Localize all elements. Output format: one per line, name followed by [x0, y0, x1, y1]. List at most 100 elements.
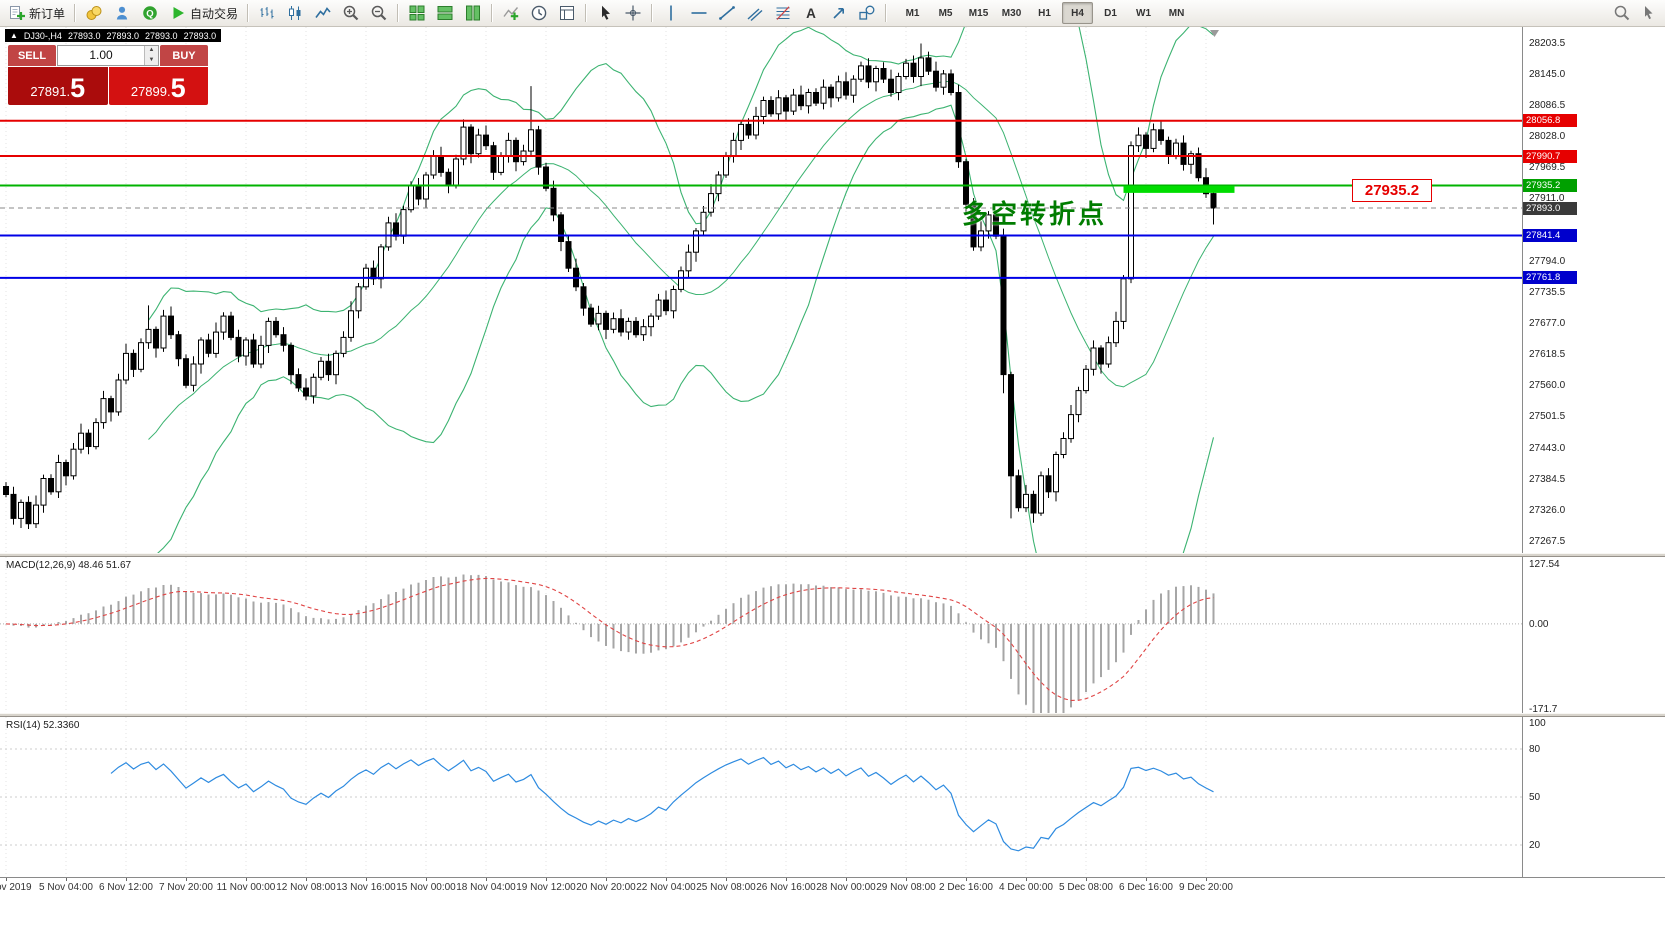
community-button[interactable]: Q	[137, 1, 163, 25]
sell-button[interactable]: SELL	[8, 45, 56, 66]
price-scale-label: 27911.0	[1529, 193, 1565, 205]
candlestick-icon	[289, 6, 301, 20]
time-axis-label: 18 Nov 04:00	[456, 882, 516, 893]
tile-horizontal-icon	[437, 6, 453, 20]
toolbar-separator	[491, 4, 494, 22]
time-axis-label: 3 Nov 2019	[0, 882, 32, 893]
time-axis-tick	[246, 878, 247, 881]
text-button[interactable]: A	[798, 1, 824, 25]
svg-text:Q: Q	[146, 8, 153, 19]
search-button[interactable]	[1609, 1, 1635, 25]
time-axis-tick	[186, 878, 187, 881]
collapse-quote-panel-button[interactable]: ▲	[10, 31, 18, 40]
profile-button[interactable]	[109, 1, 135, 25]
time-axis-tick	[786, 878, 787, 881]
chart-shift-marker[interactable]	[1210, 30, 1219, 37]
price-tag-27935.2: 27935.2	[1523, 179, 1577, 192]
trendline-button[interactable]	[714, 1, 740, 25]
equidistant-channel-button[interactable]	[742, 1, 768, 25]
timeframe-m30[interactable]: M30	[1001, 7, 1022, 19]
one-click-trading-panel: SELL 1.00 ▲ ▼ BUY 27891. 5 27899. 5	[8, 45, 208, 105]
bar-chart-button[interactable]	[254, 1, 280, 25]
price-tag-27841.4: 27841.4	[1523, 229, 1577, 242]
periods-icon	[531, 5, 547, 21]
toolbar-separator	[74, 4, 77, 22]
arrow-icon	[833, 8, 845, 19]
fibonacci-button[interactable]	[770, 1, 796, 25]
time-axis[interactable]: 3 Nov 2019 5 Nov 04:00 6 Nov 12:00 7 Nov 20…	[0, 877, 1665, 898]
price-scale-label: 27794.0	[1529, 255, 1566, 267]
horizontal-line-button[interactable]	[686, 1, 712, 25]
volume-up-button[interactable]: ▲	[145, 46, 158, 56]
price-label-object[interactable]: 27935.2	[1352, 179, 1432, 202]
price-scale-label: 28086.5	[1529, 99, 1566, 111]
time-axis-label: 22 Nov 04:00	[636, 882, 696, 893]
sell-price-small: 27891.	[30, 84, 71, 99]
chart-annotation-text[interactable]: 多空转折点	[962, 199, 1108, 229]
time-axis-label: 6 Dec 16:00	[1119, 882, 1173, 893]
volume-input[interactable]: 1.00 ▲ ▼	[57, 45, 159, 66]
price-scale[interactable]: 28203.5 28145.0 28086.5 28028.0 27969.5 27911…	[1523, 27, 1665, 877]
price-scale-label: 28203.5	[1529, 37, 1566, 49]
timeframe-d1[interactable]: D1	[1104, 7, 1117, 19]
price-tag-27761.8: 27761.8	[1523, 271, 1577, 285]
buy-button[interactable]: BUY	[160, 45, 208, 66]
zoom-in-button[interactable]	[338, 1, 364, 25]
macd-pane-canvas[interactable]	[0, 557, 1522, 713]
templates-button[interactable]	[554, 1, 580, 25]
toolbar: 新订单 Q 自动交易 A M1 M5 M15 M30 H1 H4 D1 W1 MN	[0, 0, 1665, 27]
timeframe-m1[interactable]: M1	[905, 7, 920, 19]
tile-horizontal-button[interactable]	[432, 1, 458, 25]
sell-price-button[interactable]: 27891. 5	[8, 67, 108, 105]
price-tag-27990.7: 27990.7	[1523, 149, 1577, 163]
timeframe-mn[interactable]: MN	[1168, 7, 1185, 19]
bar-high-value: 27893.0	[106, 30, 140, 41]
cursor-button[interactable]	[592, 1, 618, 25]
autotrading-label: 自动交易	[190, 6, 239, 21]
toolbar-separator	[397, 4, 400, 22]
line-chart-icon	[315, 7, 331, 18]
timeframe-h4[interactable]: H4	[1062, 2, 1094, 24]
time-axis-label: 6 Nov 12:00	[99, 882, 153, 893]
time-axis-tick	[1146, 878, 1147, 881]
time-axis-tick	[306, 878, 307, 881]
main-chart-canvas[interactable]	[0, 27, 1522, 553]
pane-separator[interactable]	[0, 713, 1665, 717]
grid-lines	[5, 27, 1207, 553]
macd-signal-line	[5, 577, 1214, 701]
timeframe-m5[interactable]: M5	[938, 7, 953, 19]
shapes-button[interactable]	[854, 1, 880, 25]
pointer-button[interactable]	[1635, 1, 1661, 25]
coins-button[interactable]	[81, 1, 107, 25]
new-order-button[interactable]: 新订单	[4, 1, 69, 25]
buy-price-button[interactable]: 27899. 5	[108, 67, 208, 105]
pane-separator[interactable]	[0, 553, 1665, 557]
price-scale-label: 27677.0	[1529, 318, 1566, 329]
rsi-pane-canvas[interactable]	[0, 717, 1522, 877]
price-scale-label: 27735.5	[1529, 286, 1566, 298]
time-axis-label: 13 Nov 16:00	[336, 882, 396, 893]
timeframe-w1[interactable]: W1	[1136, 7, 1152, 19]
time-axis-tick	[726, 878, 727, 881]
candlestick-button[interactable]	[282, 1, 308, 25]
price-scale-label: 28145.0	[1529, 68, 1566, 80]
tile-windows-button[interactable]	[404, 1, 430, 25]
time-axis-label: 7 Nov 20:00	[159, 882, 213, 893]
line-chart-button[interactable]	[310, 1, 336, 25]
horizontal-line-icon	[691, 12, 707, 14]
zoom-out-button[interactable]	[366, 1, 392, 25]
trendline-icon	[719, 6, 735, 20]
toolbar-separator	[247, 4, 250, 22]
arrow-button[interactable]	[826, 1, 852, 25]
tile-vertical-button[interactable]	[460, 1, 486, 25]
time-axis-label: 2 Dec 16:00	[939, 882, 993, 893]
autotrading-button[interactable]: 自动交易	[165, 1, 242, 25]
volume-value: 1.00	[89, 48, 113, 62]
periods-button[interactable]	[526, 1, 552, 25]
volume-down-button[interactable]: ▼	[145, 55, 158, 65]
indicators-button[interactable]	[498, 1, 524, 25]
timeframe-h1[interactable]: H1	[1038, 7, 1051, 19]
crosshair-button[interactable]	[620, 1, 646, 25]
timeframe-m15[interactable]: M15	[968, 7, 989, 19]
vertical-line-button[interactable]	[658, 1, 684, 25]
